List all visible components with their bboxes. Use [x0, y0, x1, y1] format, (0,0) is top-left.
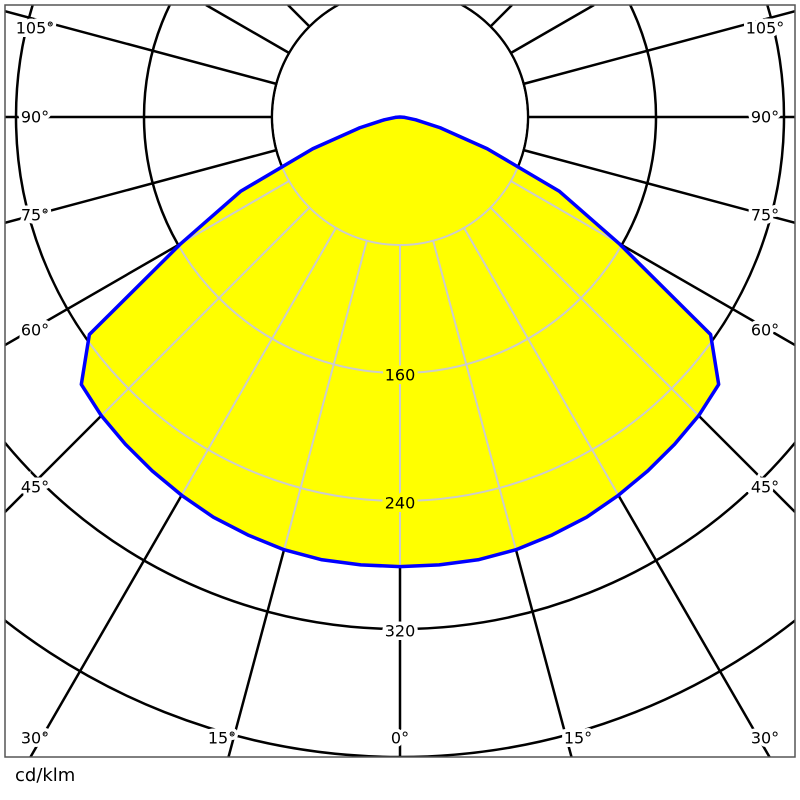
radial-tick-label-160: 160 [385, 366, 416, 385]
angle-label-left-75: 75° [21, 206, 49, 225]
axis-labels: 160 240 320 0° 15° 15° 30° 30° 45° 45° 60° 60° 75° 75… [12, 15, 788, 751]
radial-line-45 [489, 206, 719, 513]
unit-label: cd/klm [15, 765, 76, 786]
grid-inside-curve [81, 117, 719, 567]
radial-line-135 [287, 5, 311, 28]
radial-tick-label-240: 240 [385, 494, 416, 513]
radial-line-30 [81, 227, 337, 567]
angle-label-bottom-30-1: 30° [751, 729, 779, 748]
angle-label-left-90: 90° [21, 108, 49, 127]
radial-line-45 [81, 206, 311, 513]
radial-line-120 [205, 5, 290, 55]
angle-label-right-105: 105° [746, 19, 785, 38]
radial-line-105 [523, 9, 795, 86]
angle-label-bottom-15-1: 15° [564, 729, 592, 748]
radial-line-15 [432, 240, 573, 567]
radial-line-75 [523, 148, 795, 225]
radial-line-135 [489, 5, 513, 28]
angle-label-right-45: 45° [751, 478, 779, 497]
radial-line-75 [5, 148, 277, 225]
angle-label-bottom-15-0: 15° [208, 729, 236, 748]
angle-label-left-60: 60° [21, 321, 49, 340]
radial-line-15 [227, 240, 368, 567]
radial-line-30 [463, 227, 719, 567]
angle-label-bottom-30-0: 30° [21, 729, 49, 748]
polar-intensity-chart: 160 240 320 0° 15° 15° 30° 30° 45° 45° 60° 60° 75° 75… [4, 4, 796, 758]
inner-disc-fill [273, 117, 527, 244]
radial-line-120 [510, 5, 595, 55]
angle-label-left-105: 105° [16, 19, 55, 38]
angle-label-right-90: 90° [751, 108, 779, 127]
radial-tick-label-320: 320 [385, 622, 416, 641]
intensity-curve-outline [79, 115, 721, 569]
chart-frame [4, 4, 796, 758]
angle-label-right-60: 60° [751, 321, 779, 340]
angle-label-left-45: 45° [21, 478, 49, 497]
radial-line-105 [5, 9, 277, 86]
angle-label-right-75: 75° [751, 206, 779, 225]
angle-label-bottom-0-0: 0° [391, 729, 409, 748]
